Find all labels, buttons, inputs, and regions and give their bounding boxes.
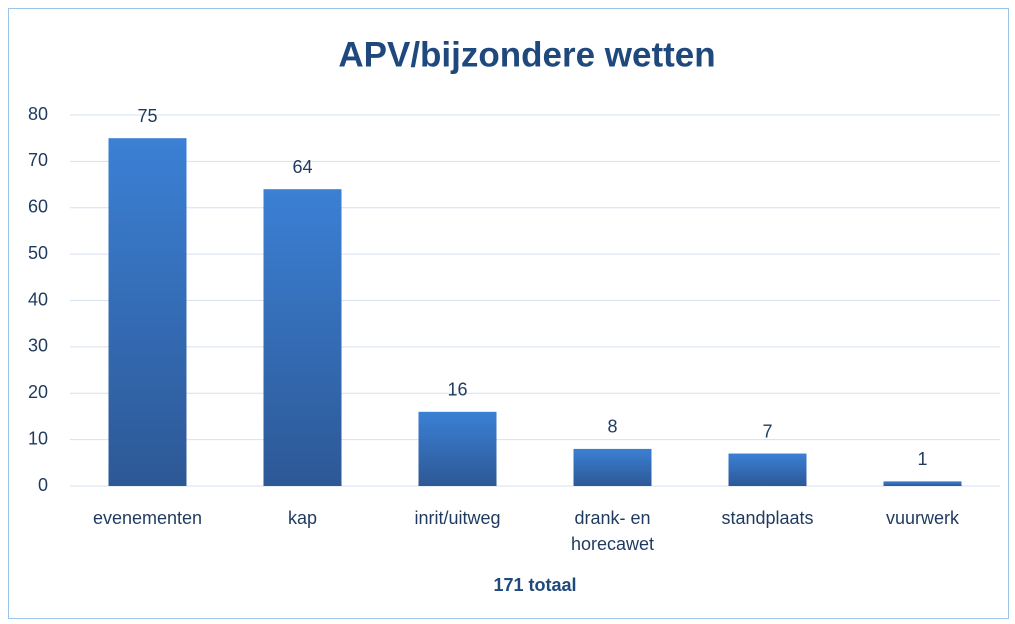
x-tick-label: drank- en horecawet [570, 508, 655, 554]
y-tick-label: 70 [28, 150, 48, 170]
data-label: 75 [137, 106, 157, 126]
x-tick-label: inrit/uitweg [414, 508, 501, 528]
y-tick-label: 50 [28, 243, 48, 263]
y-tick-label: 20 [28, 382, 48, 402]
bar [728, 453, 807, 486]
bar [573, 448, 652, 486]
bar [418, 411, 497, 486]
y-tick-label: 40 [28, 289, 48, 309]
x-tick-label: vuurwerk [885, 508, 960, 528]
data-label: 7 [762, 421, 772, 441]
data-label: 16 [447, 380, 467, 400]
y-tick-label: 80 [28, 104, 48, 124]
data-label: 64 [292, 157, 312, 177]
y-tick-label: 60 [28, 197, 48, 217]
y-tick-label: 0 [38, 475, 48, 495]
y-tick-label: 30 [28, 336, 48, 356]
data-label: 8 [607, 417, 617, 437]
x-tick-label: standplaats [721, 508, 814, 528]
data-label: 1 [917, 449, 927, 469]
bar [883, 481, 962, 486]
x-tick-label: evenementen [92, 508, 203, 528]
chart-title: APV/bijzondere wetten [338, 35, 715, 74]
x-axis-label: 171 totaal [493, 575, 576, 595]
y-tick-label: 10 [28, 428, 48, 448]
bar [108, 138, 187, 486]
bar [263, 189, 342, 486]
x-tick-label: kap [287, 508, 318, 528]
